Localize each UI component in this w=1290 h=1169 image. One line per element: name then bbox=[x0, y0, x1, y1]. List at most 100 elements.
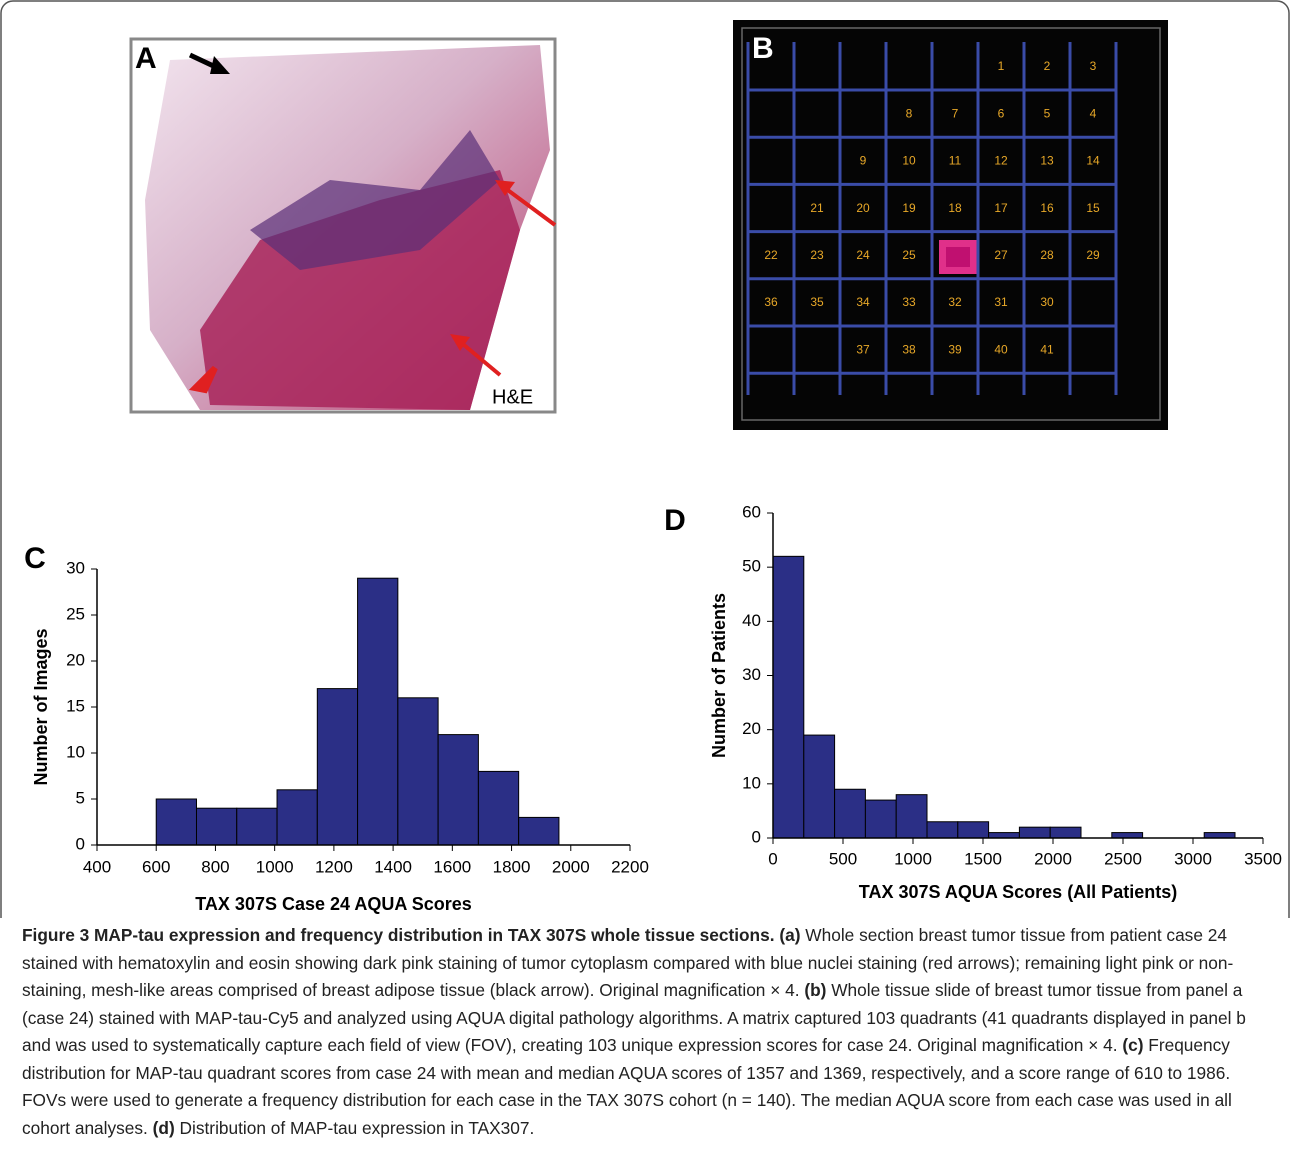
quadrant-label: 6 bbox=[998, 106, 1005, 120]
quadrant-label: 38 bbox=[902, 342, 916, 356]
x-tick-label: 2000 bbox=[552, 857, 590, 876]
bar bbox=[519, 817, 559, 845]
bar bbox=[1019, 827, 1050, 838]
quadrant-label: 1 bbox=[998, 59, 1005, 73]
quadrant-label: 8 bbox=[906, 106, 913, 120]
caption-text: Distribution of MAP-tau expression in TA… bbox=[180, 1118, 535, 1138]
bar bbox=[358, 578, 398, 845]
y-tick-label: 20 bbox=[742, 719, 761, 738]
quadrant-label: 28 bbox=[1040, 248, 1054, 262]
quadrant-label: 2 bbox=[1044, 59, 1051, 73]
panel-a: A H&E bbox=[131, 39, 555, 412]
y-tick-label: 30 bbox=[742, 665, 761, 684]
quadrant-label: 3 bbox=[1090, 59, 1097, 73]
x-axis-title: TAX 307S Case 24 AQUA Scores bbox=[195, 894, 471, 914]
bar bbox=[958, 822, 989, 838]
bar bbox=[478, 771, 518, 845]
x-tick-label: 500 bbox=[829, 849, 857, 868]
quadrant-label: 31 bbox=[994, 295, 1008, 309]
quadrant-label: 30 bbox=[1040, 295, 1054, 309]
bar bbox=[1204, 833, 1235, 838]
caption-label: (c) bbox=[1122, 1035, 1143, 1055]
quadrant-label: 36 bbox=[764, 295, 778, 309]
bar bbox=[1112, 833, 1143, 838]
quadrant-label: 17 bbox=[994, 201, 1008, 215]
x-tick-label: 1000 bbox=[256, 857, 294, 876]
x-tick-label: 2200 bbox=[611, 857, 649, 876]
x-tick-label: 2000 bbox=[1034, 849, 1072, 868]
bar bbox=[804, 735, 835, 838]
quadrant-label: 12 bbox=[994, 154, 1008, 168]
page: A H&E B 12387654910111213142120191817161… bbox=[0, 0, 1290, 1169]
bar bbox=[835, 789, 866, 838]
bar bbox=[277, 790, 317, 845]
quadrant-label: 27 bbox=[994, 248, 1008, 262]
quadrant-label: 21 bbox=[810, 201, 824, 215]
x-tick-label: 3000 bbox=[1174, 849, 1212, 868]
caption: Figure 3 MAP-tau expression and frequenc… bbox=[22, 922, 1272, 1142]
panel-letter: A bbox=[135, 42, 157, 75]
quadrant-label: 35 bbox=[810, 295, 824, 309]
y-tick-label: 20 bbox=[66, 650, 85, 669]
x-tick-label: 600 bbox=[142, 857, 170, 876]
quadrant-label: 10 bbox=[902, 154, 916, 168]
bar bbox=[156, 799, 196, 845]
bar bbox=[989, 833, 1020, 838]
caption-title: Figure 3 MAP-tau expression and frequenc… bbox=[22, 925, 775, 945]
x-tick-label: 1000 bbox=[894, 849, 932, 868]
bar bbox=[237, 808, 277, 845]
panel-letter: D bbox=[664, 504, 686, 537]
x-tick-label: 2500 bbox=[1104, 849, 1142, 868]
quadrant-label: 15 bbox=[1086, 201, 1100, 215]
quadrant-label: 11 bbox=[949, 154, 962, 168]
x-tick-label: 3500 bbox=[1244, 849, 1282, 868]
panel-letter: B bbox=[752, 32, 774, 65]
quadrant-label: 41 bbox=[1040, 342, 1054, 356]
y-tick-label: 30 bbox=[66, 558, 85, 577]
quadrant-label: 5 bbox=[1044, 106, 1051, 120]
quadrant-label: 32 bbox=[948, 295, 962, 309]
caption-label: (d) bbox=[153, 1118, 175, 1138]
quadrant-label: 29 bbox=[1086, 248, 1100, 262]
x-tick-label: 800 bbox=[201, 857, 229, 876]
bar bbox=[196, 808, 236, 845]
x-tick-label: 400 bbox=[83, 857, 111, 876]
x-tick-label: 0 bbox=[768, 849, 777, 868]
quadrant-label: 4 bbox=[1090, 106, 1097, 120]
x-axis-title: TAX 307S AQUA Scores (All Patients) bbox=[859, 882, 1177, 902]
bar bbox=[398, 698, 438, 845]
quadrant-label: 25 bbox=[902, 248, 916, 262]
y-tick-label: 10 bbox=[742, 773, 761, 792]
quadrant-label: 19 bbox=[902, 201, 916, 215]
quadrant-label: 40 bbox=[994, 342, 1008, 356]
y-tick-label: 15 bbox=[66, 696, 85, 715]
figure: A H&E B 12387654910111213142120191817161… bbox=[0, 0, 1290, 918]
bar bbox=[896, 795, 927, 838]
quadrant-label: 23 bbox=[810, 248, 824, 262]
y-tick-label: 0 bbox=[76, 834, 85, 853]
caption-label: (b) bbox=[804, 980, 826, 1000]
y-tick-label: 25 bbox=[66, 604, 85, 623]
quadrant-label: 9 bbox=[860, 154, 867, 168]
y-tick-label: 0 bbox=[752, 827, 761, 846]
bar bbox=[773, 556, 804, 838]
caption-label: (a) bbox=[779, 925, 800, 945]
quadrant-label: 24 bbox=[856, 248, 870, 262]
y-axis-title: Number of Patients bbox=[709, 593, 729, 758]
x-tick-label: 1200 bbox=[315, 857, 353, 876]
bar bbox=[865, 800, 896, 838]
quadrant-label: 33 bbox=[902, 295, 916, 309]
quadrant-label: 13 bbox=[1040, 154, 1054, 168]
panel-letter: C bbox=[24, 542, 46, 575]
x-tick-label: 1600 bbox=[433, 857, 471, 876]
y-axis-title: Number of Images bbox=[31, 628, 51, 785]
quadrant-label: 20 bbox=[856, 201, 870, 215]
quadrant-label: 34 bbox=[856, 295, 870, 309]
quadrant-label: 14 bbox=[1086, 154, 1100, 168]
quadrant-label: 18 bbox=[948, 201, 962, 215]
y-tick-label: 60 bbox=[742, 502, 761, 521]
quadrant-label: 16 bbox=[1040, 201, 1054, 215]
bar bbox=[317, 689, 357, 845]
quadrant-label: 39 bbox=[948, 342, 962, 356]
